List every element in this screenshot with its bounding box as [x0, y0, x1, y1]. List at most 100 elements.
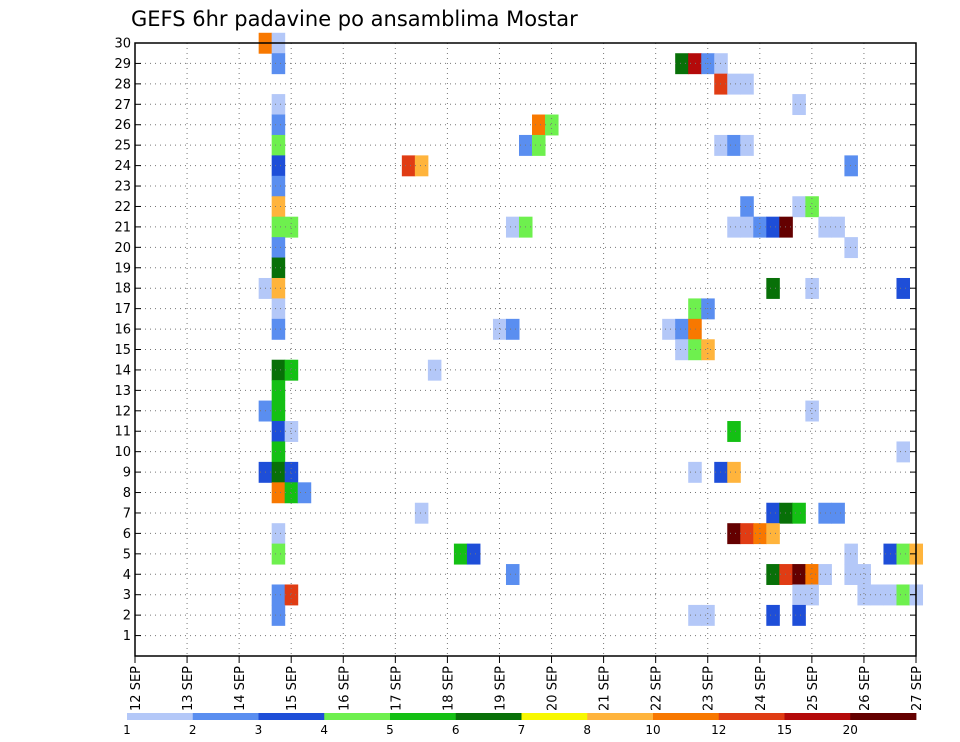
precip-cell: [727, 216, 741, 238]
colorbar-swatch: [850, 713, 917, 720]
precip-cell: [805, 400, 819, 422]
colorbar-swatch: [718, 713, 785, 720]
precip-cell: [792, 94, 806, 116]
x-tick-label: 23 SEP: [702, 666, 717, 711]
precip-cell: [414, 502, 429, 524]
precip-cell: [271, 114, 286, 136]
precip-cell: [766, 564, 780, 585]
x-tick-label: 20 SEP: [546, 666, 561, 711]
precip-cell: [505, 318, 520, 340]
y-tick-label: 28: [114, 77, 131, 92]
precip-cell: [844, 564, 858, 585]
colorbar-label: 3: [255, 723, 263, 737]
x-tick-label: 12 SEP: [129, 666, 144, 711]
precip-cell: [805, 196, 819, 218]
x-tick-label: 27 SEP: [910, 666, 925, 711]
precip-cell: [701, 604, 715, 626]
precip-cell: [271, 277, 286, 299]
precip-cell: [284, 461, 299, 483]
precip-cell: [675, 53, 689, 75]
y-tick-label: 22: [114, 200, 131, 215]
y-tick-label: 19: [114, 261, 131, 276]
precip-cell: [271, 216, 286, 238]
precip-cell: [844, 543, 858, 565]
precip-cell: [896, 584, 910, 606]
grid-lines: [135, 43, 916, 656]
colorbar-swatch: [521, 713, 588, 720]
precip-cell: [727, 73, 741, 95]
precip-cell: [271, 53, 286, 75]
colorbar-swatch: [324, 713, 391, 720]
precip-cell: [779, 216, 793, 238]
x-tick-label: 22 SEP: [650, 666, 665, 711]
y-tick-label: 8: [123, 486, 131, 501]
chart-title: GEFS 6hr padavine po ansamblima Mostar: [131, 7, 578, 31]
precip-cell: [844, 237, 858, 259]
y-tick-label: 3: [123, 588, 131, 603]
precip-cell: [870, 584, 884, 606]
y-tick-label: 16: [114, 323, 131, 338]
y-tick-label: 12: [114, 404, 131, 419]
precip-cell: [831, 502, 845, 524]
colorbar-swatch: [192, 713, 259, 720]
x-tick-label: 21 SEP: [598, 666, 613, 711]
precip-cell: [271, 155, 286, 177]
precip-cell: [701, 339, 715, 361]
heatmap-cells: [258, 32, 924, 626]
precip-cell: [271, 257, 286, 279]
precip-cell: [688, 298, 702, 320]
precip-cell: [727, 421, 741, 442]
precip-cell: [766, 604, 780, 626]
precip-cell: [766, 277, 780, 299]
precip-cell: [688, 318, 702, 340]
precip-cell: [271, 175, 286, 197]
precip-cell: [271, 237, 286, 259]
x-tick-label: 18 SEP: [441, 666, 456, 711]
colorbar-label: 12: [711, 723, 726, 737]
precip-cell: [740, 73, 754, 95]
precip-cell: [271, 196, 286, 218]
y-tick-label: 4: [123, 568, 131, 583]
precip-cell: [271, 359, 286, 381]
precip-cell: [505, 564, 520, 585]
precip-cell: [271, 482, 286, 504]
precip-cell: [271, 380, 286, 402]
y-tick-label: 2: [123, 609, 131, 624]
precip-cell: [740, 196, 754, 218]
precip-cell: [675, 339, 689, 361]
precip-cell: [284, 584, 299, 606]
x-tick-label: 24 SEP: [754, 666, 769, 711]
colorbar-swatch: [784, 713, 851, 720]
precip-cell: [427, 359, 442, 381]
y-tick-label: 6: [123, 527, 131, 542]
precip-cell: [857, 564, 871, 585]
colorbar-swatch: [653, 713, 720, 720]
precip-cell: [779, 502, 793, 524]
precip-cell: [271, 134, 286, 156]
precip-cell: [271, 94, 286, 116]
precip-cell: [805, 564, 819, 585]
precip-cell: [662, 318, 676, 340]
colorbar-swatch: [390, 713, 457, 720]
axis-ticks: [134, 42, 917, 663]
precip-cell: [688, 53, 702, 75]
precip-cell: [766, 502, 780, 524]
precip-cell: [505, 216, 520, 238]
precip-cell: [688, 339, 702, 361]
x-tick-label: 14 SEP: [233, 666, 248, 711]
precip-cell: [792, 502, 806, 524]
precip-cell: [675, 318, 689, 340]
x-tick-label: 17 SEP: [389, 666, 404, 711]
precip-cell: [740, 216, 754, 238]
x-tick-label: 25 SEP: [806, 666, 821, 711]
y-tick-label: 17: [114, 302, 131, 317]
y-tick-label: 29: [114, 57, 131, 72]
precip-cell: [284, 421, 299, 442]
y-tick-label: 7: [123, 506, 131, 521]
precip-cell: [297, 482, 312, 504]
colorbar-label: 8: [583, 723, 591, 737]
precip-cell: [271, 543, 286, 565]
precip-cell: [688, 604, 702, 626]
precip-cell: [792, 564, 806, 585]
